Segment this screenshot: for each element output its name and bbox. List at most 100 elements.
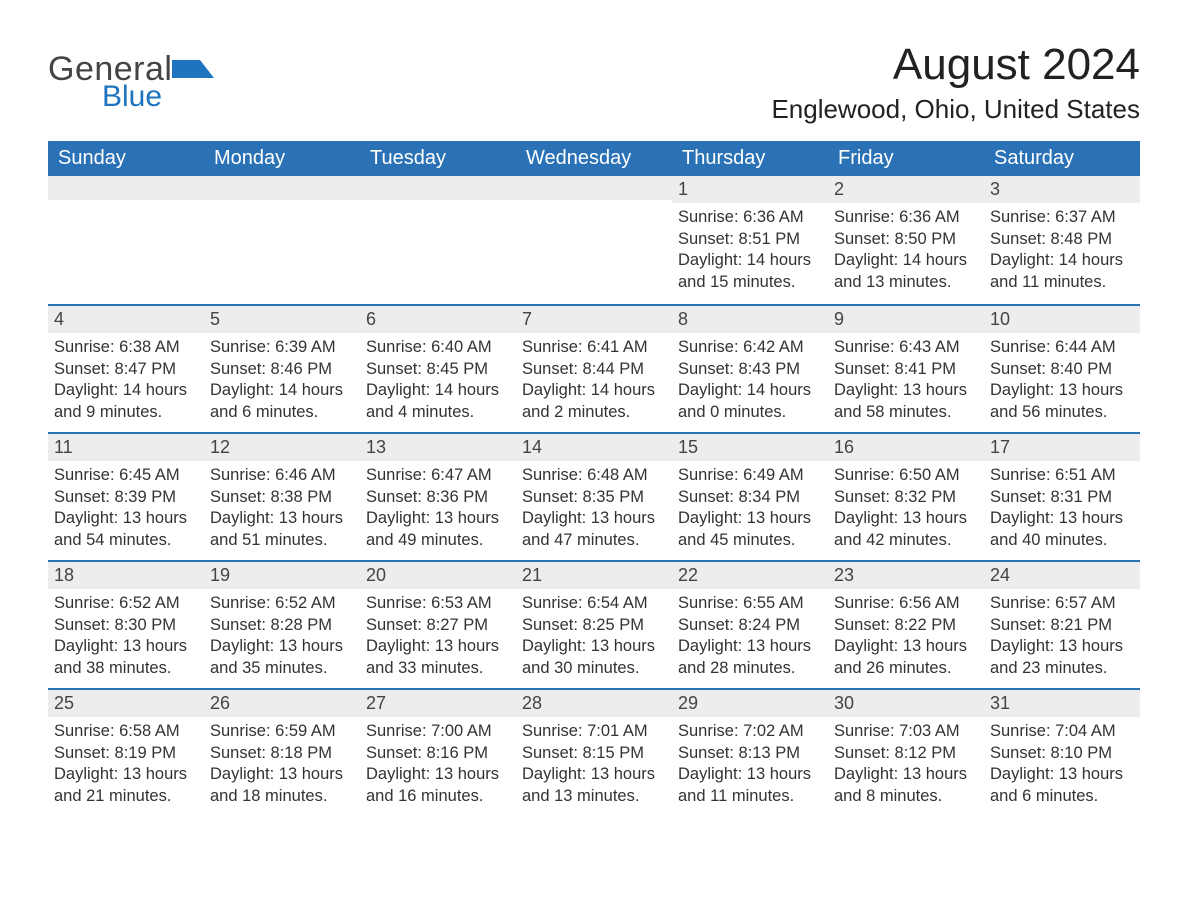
sunset-text: Sunset: 8:34 PM xyxy=(678,487,822,508)
sunset-text: Sunset: 8:31 PM xyxy=(990,487,1134,508)
sunset-text: Sunset: 8:28 PM xyxy=(210,615,354,636)
day-number: 14 xyxy=(516,434,672,461)
sunrise-text: Sunrise: 6:45 AM xyxy=(54,465,198,486)
daylight-text: Daylight: 14 hours and 13 minutes. xyxy=(834,250,978,293)
sunset-text: Sunset: 8:24 PM xyxy=(678,615,822,636)
sunset-text: Sunset: 8:46 PM xyxy=(210,359,354,380)
sunrise-text: Sunrise: 7:01 AM xyxy=(522,721,666,742)
sunset-text: Sunset: 8:40 PM xyxy=(990,359,1134,380)
daylight-text: Daylight: 14 hours and 15 minutes. xyxy=(678,250,822,293)
daylight-text: Daylight: 13 hours and 18 minutes. xyxy=(210,764,354,807)
day-number: 4 xyxy=(48,306,204,333)
sunrise-text: Sunrise: 6:52 AM xyxy=(210,593,354,614)
day-number: 30 xyxy=(828,690,984,717)
calendar-day: 1 Sunrise: 6:36 AMSunset: 8:51 PMDaylight… xyxy=(672,176,828,304)
sunset-text: Sunset: 8:39 PM xyxy=(54,487,198,508)
sunset-text: Sunset: 8:13 PM xyxy=(678,743,822,764)
day-number: 20 xyxy=(360,562,516,589)
calendar-day: 25Sunrise: 6:58 AMSunset: 8:19 PMDayligh… xyxy=(48,690,204,816)
sunset-text: Sunset: 8:38 PM xyxy=(210,487,354,508)
calendar-day: 28 Sunrise: 7:01 AMSunset: 8:15 PMDayligh… xyxy=(516,690,672,816)
daylight-text: Daylight: 13 hours and 42 minutes. xyxy=(834,508,978,551)
calendar-day xyxy=(48,176,204,304)
brand-logo: General Blue xyxy=(48,54,214,110)
calendar-day: 7Sunrise: 6:41 AMSunset: 8:44 PMDaylight… xyxy=(516,306,672,432)
day-number: 1 xyxy=(672,176,828,203)
daylight-text: Daylight: 14 hours and 6 minutes. xyxy=(210,380,354,423)
sunrise-text: Sunrise: 7:00 AM xyxy=(366,721,510,742)
sunset-text: Sunset: 8:25 PM xyxy=(522,615,666,636)
sunrise-text: Sunrise: 6:55 AM xyxy=(678,593,822,614)
calendar-day: 4Sunrise: 6:38 AMSunset: 8:47 PMDaylight… xyxy=(48,306,204,432)
sunrise-text: Sunrise: 6:49 AM xyxy=(678,465,822,486)
daylight-text: Daylight: 14 hours and 0 minutes. xyxy=(678,380,822,423)
calendar-day: 2Sunrise: 6:36 AMSunset: 8:50 PMDaylight… xyxy=(828,176,984,304)
daylight-text: Daylight: 14 hours and 2 minutes. xyxy=(522,380,666,423)
daylight-text: Daylight: 13 hours and 13 minutes. xyxy=(522,764,666,807)
day-number: 16 xyxy=(828,434,984,461)
day-number: 21 xyxy=(516,562,672,589)
sunset-text: Sunset: 8:15 PM xyxy=(522,743,666,764)
brand-part2: Blue xyxy=(102,83,172,110)
sunrise-text: Sunrise: 6:57 AM xyxy=(990,593,1134,614)
calendar-day: 20 Sunrise: 6:53 AMSunset: 8:27 PMDayligh… xyxy=(360,562,516,688)
day-number xyxy=(360,176,516,200)
sunset-text: Sunset: 8:12 PM xyxy=(834,743,978,764)
calendar-day: 21Sunrise: 6:54 AMSunset: 8:25 PMDayligh… xyxy=(516,562,672,688)
sunrise-text: Sunrise: 6:50 AM xyxy=(834,465,978,486)
sunset-text: Sunset: 8:45 PM xyxy=(366,359,510,380)
day-number: 15 xyxy=(672,434,828,461)
location-subtitle: Englewood, Ohio, United States xyxy=(771,94,1140,125)
day-number: 26 xyxy=(204,690,360,717)
sunset-text: Sunset: 8:18 PM xyxy=(210,743,354,764)
sunrise-text: Sunrise: 6:53 AM xyxy=(366,593,510,614)
daylight-text: Daylight: 13 hours and 35 minutes. xyxy=(210,636,354,679)
daylight-text: Daylight: 13 hours and 58 minutes. xyxy=(834,380,978,423)
sunrise-text: Sunrise: 6:36 AM xyxy=(834,207,978,228)
sunset-text: Sunset: 8:22 PM xyxy=(834,615,978,636)
sunrise-text: Sunrise: 6:47 AM xyxy=(366,465,510,486)
sunrise-text: Sunrise: 6:56 AM xyxy=(834,593,978,614)
daylight-text: Daylight: 13 hours and 33 minutes. xyxy=(366,636,510,679)
day-number: 29 xyxy=(672,690,828,717)
daylight-text: Daylight: 13 hours and 8 minutes. xyxy=(834,764,978,807)
calendar-day: 8Sunrise: 6:42 AMSunset: 8:43 PMDaylight… xyxy=(672,306,828,432)
sunrise-text: Sunrise: 6:44 AM xyxy=(990,337,1134,358)
calendar-day: 6Sunrise: 6:40 AMSunset: 8:45 PMDaylight… xyxy=(360,306,516,432)
calendar-day: 17Sunrise: 6:51 AMSunset: 8:31 PMDayligh… xyxy=(984,434,1140,560)
sunset-text: Sunset: 8:27 PM xyxy=(366,615,510,636)
sunrise-text: Sunrise: 6:40 AM xyxy=(366,337,510,358)
calendar-day: 9Sunrise: 6:43 AMSunset: 8:41 PMDaylight… xyxy=(828,306,984,432)
daylight-text: Daylight: 13 hours and 45 minutes. xyxy=(678,508,822,551)
daylight-text: Daylight: 13 hours and 23 minutes. xyxy=(990,636,1134,679)
daylight-text: Daylight: 13 hours and 38 minutes. xyxy=(54,636,198,679)
calendar-day: 13Sunrise: 6:47 AMSunset: 8:36 PMDayligh… xyxy=(360,434,516,560)
sunrise-text: Sunrise: 6:36 AM xyxy=(678,207,822,228)
calendar-day: 16Sunrise: 6:50 AMSunset: 8:32 PMDayligh… xyxy=(828,434,984,560)
day-number: 28 xyxy=(516,690,672,717)
sunrise-text: Sunrise: 6:54 AM xyxy=(522,593,666,614)
sunrise-text: Sunrise: 6:43 AM xyxy=(834,337,978,358)
weekday-header: Thursday xyxy=(672,141,828,176)
calendar-day: 24Sunrise: 6:57 AMSunset: 8:21 PMDayligh… xyxy=(984,562,1140,688)
daylight-text: Daylight: 13 hours and 16 minutes. xyxy=(366,764,510,807)
day-number xyxy=(516,176,672,200)
header-block: General Blue August 2024 Englewood, Ohio… xyxy=(48,40,1140,125)
daylight-text: Daylight: 14 hours and 11 minutes. xyxy=(990,250,1134,293)
sunset-text: Sunset: 8:36 PM xyxy=(366,487,510,508)
sunset-text: Sunset: 8:10 PM xyxy=(990,743,1134,764)
day-number: 11 xyxy=(48,434,204,461)
sunset-text: Sunset: 8:43 PM xyxy=(678,359,822,380)
sunset-text: Sunset: 8:51 PM xyxy=(678,229,822,250)
calendar-day: 23Sunrise: 6:56 AMSunset: 8:22 PMDayligh… xyxy=(828,562,984,688)
sunrise-text: Sunrise: 6:51 AM xyxy=(990,465,1134,486)
sunset-text: Sunset: 8:47 PM xyxy=(54,359,198,380)
calendar-day xyxy=(204,176,360,304)
day-number xyxy=(204,176,360,200)
weekday-header: Friday xyxy=(828,141,984,176)
sunset-text: Sunset: 8:48 PM xyxy=(990,229,1134,250)
weekday-header: Monday xyxy=(204,141,360,176)
daylight-text: Daylight: 13 hours and 28 minutes. xyxy=(678,636,822,679)
calendar-day: 15 Sunrise: 6:49 AMSunset: 8:34 PMDayligh… xyxy=(672,434,828,560)
calendar-day: 30Sunrise: 7:03 AMSunset: 8:12 PMDayligh… xyxy=(828,690,984,816)
